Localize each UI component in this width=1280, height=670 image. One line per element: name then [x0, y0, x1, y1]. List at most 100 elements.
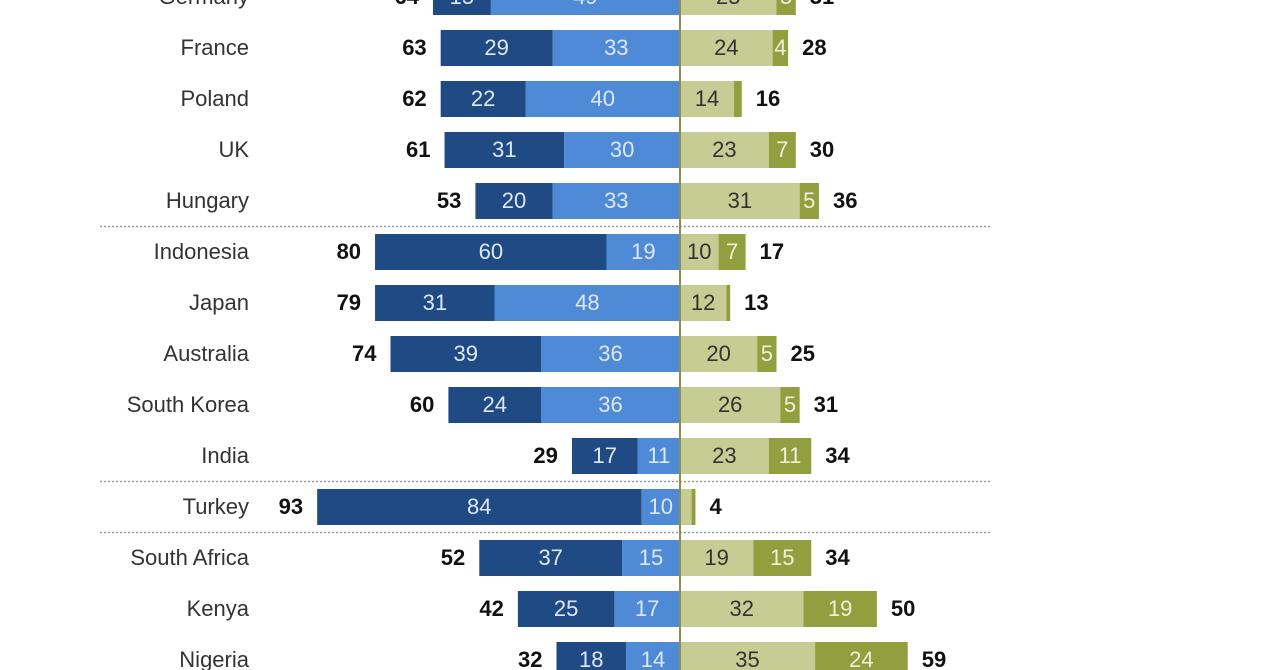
bar-left-light [625, 642, 680, 670]
label-right-dark: 19 [828, 596, 852, 621]
label-right-total: 34 [825, 545, 850, 570]
label-left-light: 14 [641, 647, 665, 670]
bar-left-light [490, 0, 680, 15]
bar-right-dark [815, 642, 908, 670]
label-left-light: 36 [598, 341, 622, 366]
label-left-light: 48 [575, 290, 599, 315]
label-right-dark: 11 [779, 443, 802, 468]
bar-right-dark [780, 387, 800, 423]
label-right-total: 28 [802, 35, 826, 60]
label-right-light: 35 [735, 647, 759, 670]
label-right-dark: 7 [726, 239, 738, 264]
country-label: Nigeria [179, 647, 249, 670]
bar-left-light [564, 132, 680, 168]
label-left-dark: 22 [471, 86, 495, 111]
bar-right-light [680, 336, 758, 372]
label-left-total: 74 [352, 341, 377, 366]
label-right-total: 25 [791, 341, 815, 366]
label-left-dark: 31 [492, 137, 516, 162]
label-right-dark: 5 [761, 341, 773, 366]
label-left-dark: 15 [450, 0, 474, 9]
country-label: South Korea [127, 392, 250, 417]
country-label: Poland [180, 86, 249, 111]
bar-left-light [614, 591, 680, 627]
bar-right-dark [691, 489, 696, 525]
label-right-light: 26 [718, 392, 742, 417]
label-right-total: 30 [810, 137, 834, 162]
country-label: Indonesia [154, 239, 250, 264]
country-label: Hungary [166, 188, 249, 213]
label-right-light: 23 [712, 137, 736, 162]
label-right-light: 32 [730, 596, 754, 621]
bar-left-dark [556, 642, 626, 670]
bar-left-dark [448, 387, 542, 423]
country-label: France [181, 35, 249, 60]
bar-left-light [637, 438, 680, 474]
country-label: India [201, 443, 249, 468]
label-right-light: 31 [728, 188, 752, 213]
bar-left-dark [440, 81, 526, 117]
label-right-light: 10 [687, 239, 711, 264]
label-left-total: 32 [518, 647, 542, 670]
label-right-total: 59 [922, 647, 946, 670]
label-left-light: 49 [573, 0, 597, 9]
label-right-light: 23 [712, 443, 736, 468]
label-left-dark: 60 [479, 239, 503, 264]
label-right-dark: 4 [774, 35, 786, 60]
label-left-light: 19 [631, 239, 655, 264]
label-right-total: 16 [756, 86, 780, 111]
label-left-total: 80 [337, 239, 361, 264]
label-right-light: 20 [706, 341, 730, 366]
bar-right-light [680, 387, 781, 423]
bar-right-dark [776, 0, 796, 15]
bar-right-dark [768, 132, 796, 168]
bar-right-dark [803, 591, 877, 627]
bar-left-light [541, 387, 680, 423]
bar-left-light [552, 30, 680, 66]
label-left-total: 61 [406, 137, 430, 162]
label-left-dark: 17 [592, 443, 616, 468]
bar-right-dark [734, 81, 742, 117]
bar-left-light [552, 183, 680, 219]
bar-right-light [680, 489, 692, 525]
label-right-dark: 5 [780, 0, 792, 9]
label-left-light: 17 [635, 596, 659, 621]
label-right-total: 36 [833, 188, 857, 213]
bar-left-light [525, 81, 680, 117]
bar-left-dark [571, 438, 638, 474]
bar-left-dark [375, 285, 495, 321]
country-label: Australia [163, 341, 249, 366]
label-left-total: 42 [479, 596, 503, 621]
label-left-light: 40 [591, 86, 615, 111]
country-label: Japan [189, 290, 249, 315]
bar-left-light [641, 489, 680, 525]
label-left-light: 33 [604, 35, 628, 60]
bar-right-light [680, 183, 800, 219]
bar-right-light [680, 30, 773, 66]
bar-left-dark [390, 336, 542, 372]
bar-right-dark [726, 285, 731, 321]
label-right-light: 12 [691, 290, 715, 315]
bar-right-light [680, 81, 735, 117]
label-right-dark: 5 [784, 392, 796, 417]
bar-right-light [680, 438, 769, 474]
label-left-total: 60 [410, 392, 434, 417]
label-left-light: 33 [604, 188, 628, 213]
label-left-light: 10 [648, 494, 672, 519]
label-left-total: 79 [337, 290, 361, 315]
label-right-light: 25 [716, 0, 740, 9]
label-left-dark: 84 [467, 494, 491, 519]
label-right-total: 31 [810, 0, 834, 9]
label-left-light: 36 [598, 392, 622, 417]
bar-right-light [680, 132, 769, 168]
label-left-dark: 31 [423, 290, 447, 315]
label-left-dark: 20 [502, 188, 526, 213]
label-left-total: 93 [279, 494, 303, 519]
label-right-light: 19 [704, 545, 728, 570]
label-left-total: 63 [402, 35, 426, 60]
country-label: Kenya [187, 596, 250, 621]
bar-left-dark [517, 591, 615, 627]
bar-right-light [680, 234, 719, 270]
bar-right-light [680, 540, 754, 576]
